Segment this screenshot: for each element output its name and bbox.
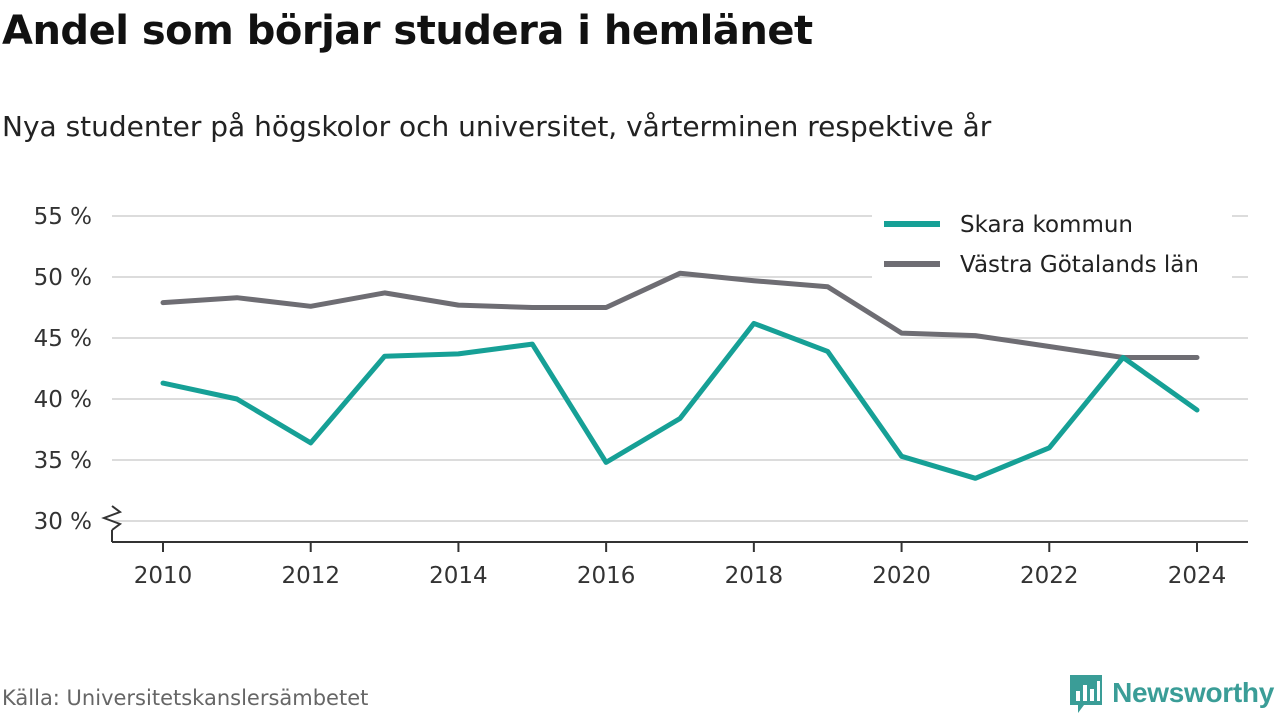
source-note: Källa: Universitetskanslersämbetet [2,686,369,710]
legend-label: Skara kommun [960,212,1133,238]
x-axis: 2010 2012 2014 2016 2018 2020 2022 2024 [101,505,1248,589]
series-line-skara-kommun [160,320,1200,481]
y-axis-ticks: 30 % 35 % 40 % 45 % 50 % 55 % [34,204,92,535]
x-tick-label: 2018 [725,563,784,589]
series-line-vastra-gotalands-lan [160,270,1200,360]
x-tick-label: 2014 [429,563,488,589]
x-tick-label: 2012 [281,563,340,589]
x-tick-label: 2010 [134,563,193,589]
newsworthy-logo-icon [1070,675,1103,713]
brand-name: Newsworthy [1112,677,1274,708]
grid-lines [112,215,1248,522]
legend-background [872,208,1232,284]
x-tick-label: 2016 [577,563,636,589]
line-chart: 30 %35 %40 %45 %50 %55 % 2010 2012 2014 201… [34,204,1248,589]
series-lines [160,270,1200,481]
chart-title: Andel som börjar studera i hemlänet [2,8,813,54]
y-tick-label: 35 % [34,448,92,474]
y-tick-label: 30 % [34,509,92,535]
y-tick-label: 50 % [34,265,92,291]
chart-subtitle: Nya studenter på högskolor och universit… [2,110,992,143]
x-tick-label: 2024 [1168,563,1227,589]
legend: Skara kommun Västra Götalands län [872,208,1232,284]
y-tick-label: 40 % [34,387,92,413]
x-tick-label: 2022 [1020,563,1079,589]
legend-label: Västra Götalands län [960,252,1199,278]
axis-break-icon [101,505,123,531]
brand: Newsworthy [1068,671,1274,715]
x-tick-label: 2020 [872,563,931,589]
y-tick-label: 45 % [34,326,92,352]
y-tick-label: 55 % [34,204,92,230]
